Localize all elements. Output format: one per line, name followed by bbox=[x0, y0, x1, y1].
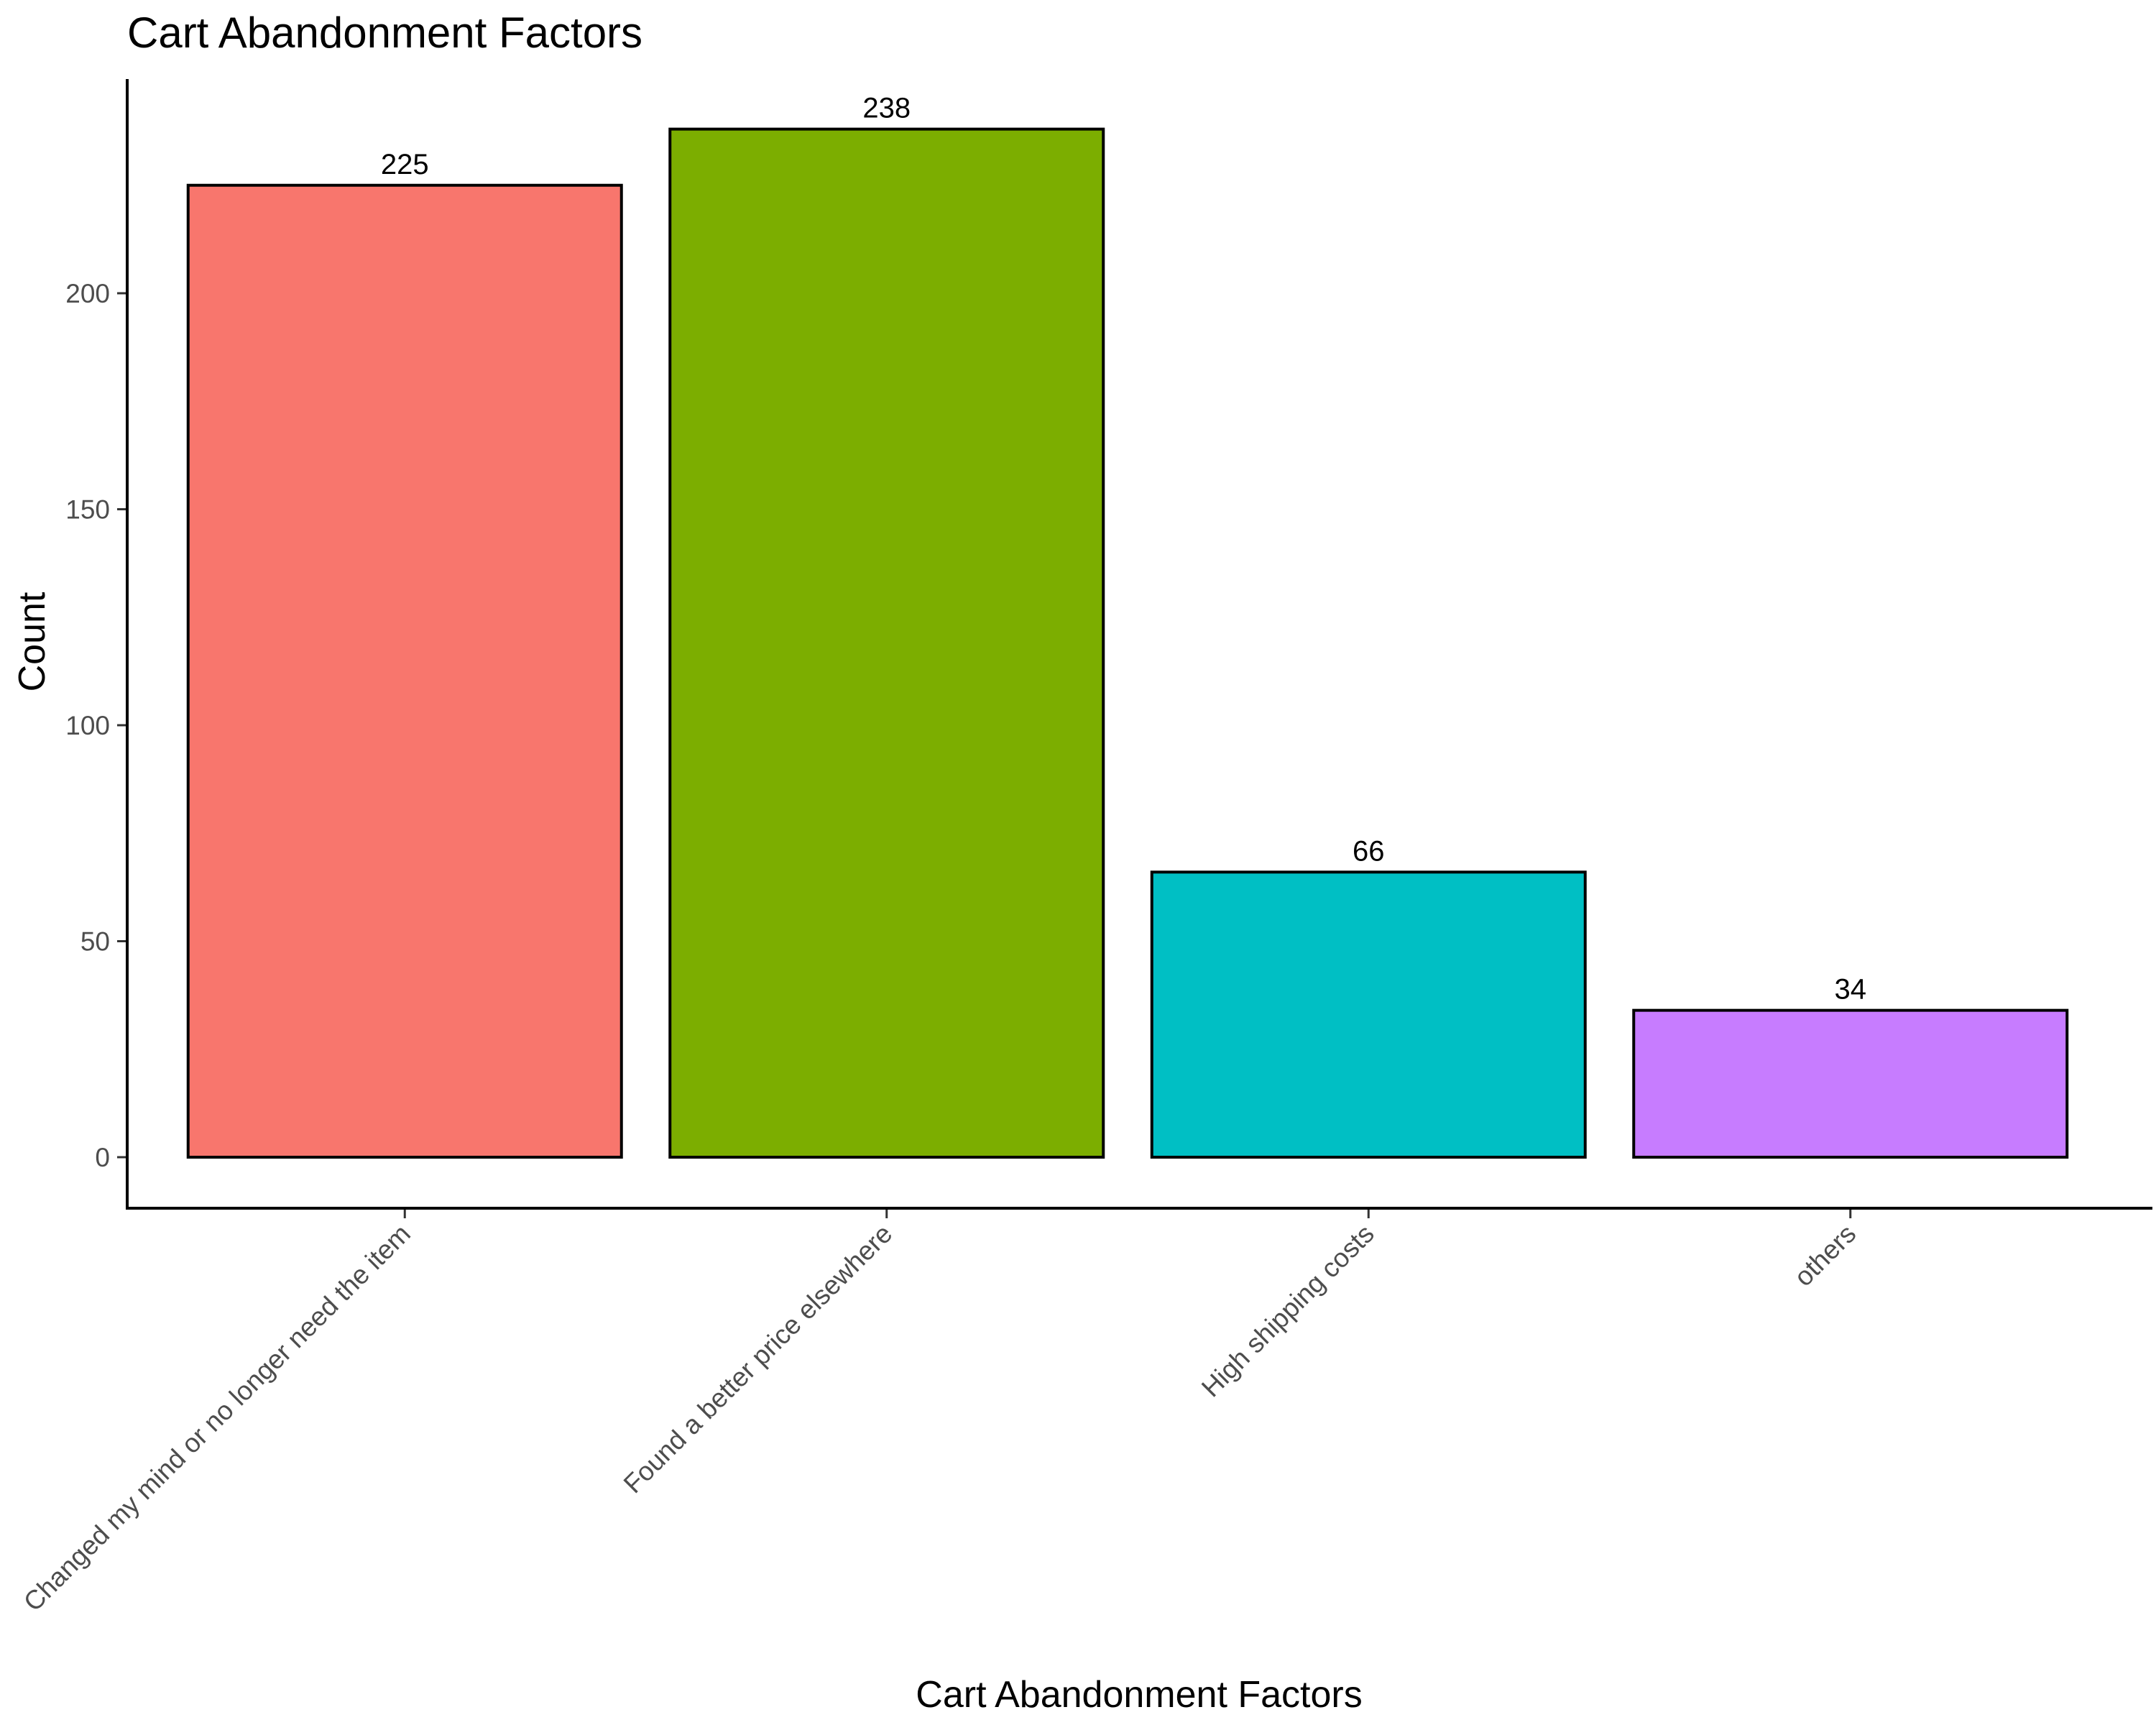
y-tick-label: 50 bbox=[80, 927, 110, 957]
data-label: 34 bbox=[1835, 974, 1867, 1006]
y-tick-label: 150 bbox=[65, 495, 110, 525]
data-label: 225 bbox=[381, 149, 429, 180]
chart-title: Cart Abandonment Factors bbox=[127, 9, 642, 57]
data-labels: 225 238 66 34 bbox=[381, 93, 1866, 1006]
x-tick-label: Found a better price elsewhere bbox=[618, 1219, 898, 1499]
data-label: 238 bbox=[862, 93, 911, 124]
y-axis: 0 50 100 150 200 bbox=[65, 279, 127, 1172]
y-axis-title: Count bbox=[11, 592, 53, 691]
y-tick-label: 200 bbox=[65, 279, 110, 308]
x-tick-label: others bbox=[1789, 1219, 1862, 1292]
data-label: 66 bbox=[1353, 835, 1385, 867]
x-tick-label: High shipping costs bbox=[1196, 1219, 1380, 1403]
x-axis-title: Cart Abandonment Factors bbox=[916, 1674, 1362, 1716]
bar-4 bbox=[1632, 1008, 2069, 1159]
bars bbox=[186, 127, 2069, 1159]
bar-2 bbox=[668, 127, 1105, 1159]
y-tick-label: 0 bbox=[95, 1143, 110, 1172]
bar-1 bbox=[186, 183, 623, 1159]
y-tick-label: 100 bbox=[65, 711, 110, 740]
x-tick-label: Changed my mind or no longer need the it… bbox=[18, 1219, 416, 1617]
x-axis: Changed my mind or no longer need the it… bbox=[18, 1208, 1862, 1617]
bar-3 bbox=[1150, 870, 1587, 1159]
